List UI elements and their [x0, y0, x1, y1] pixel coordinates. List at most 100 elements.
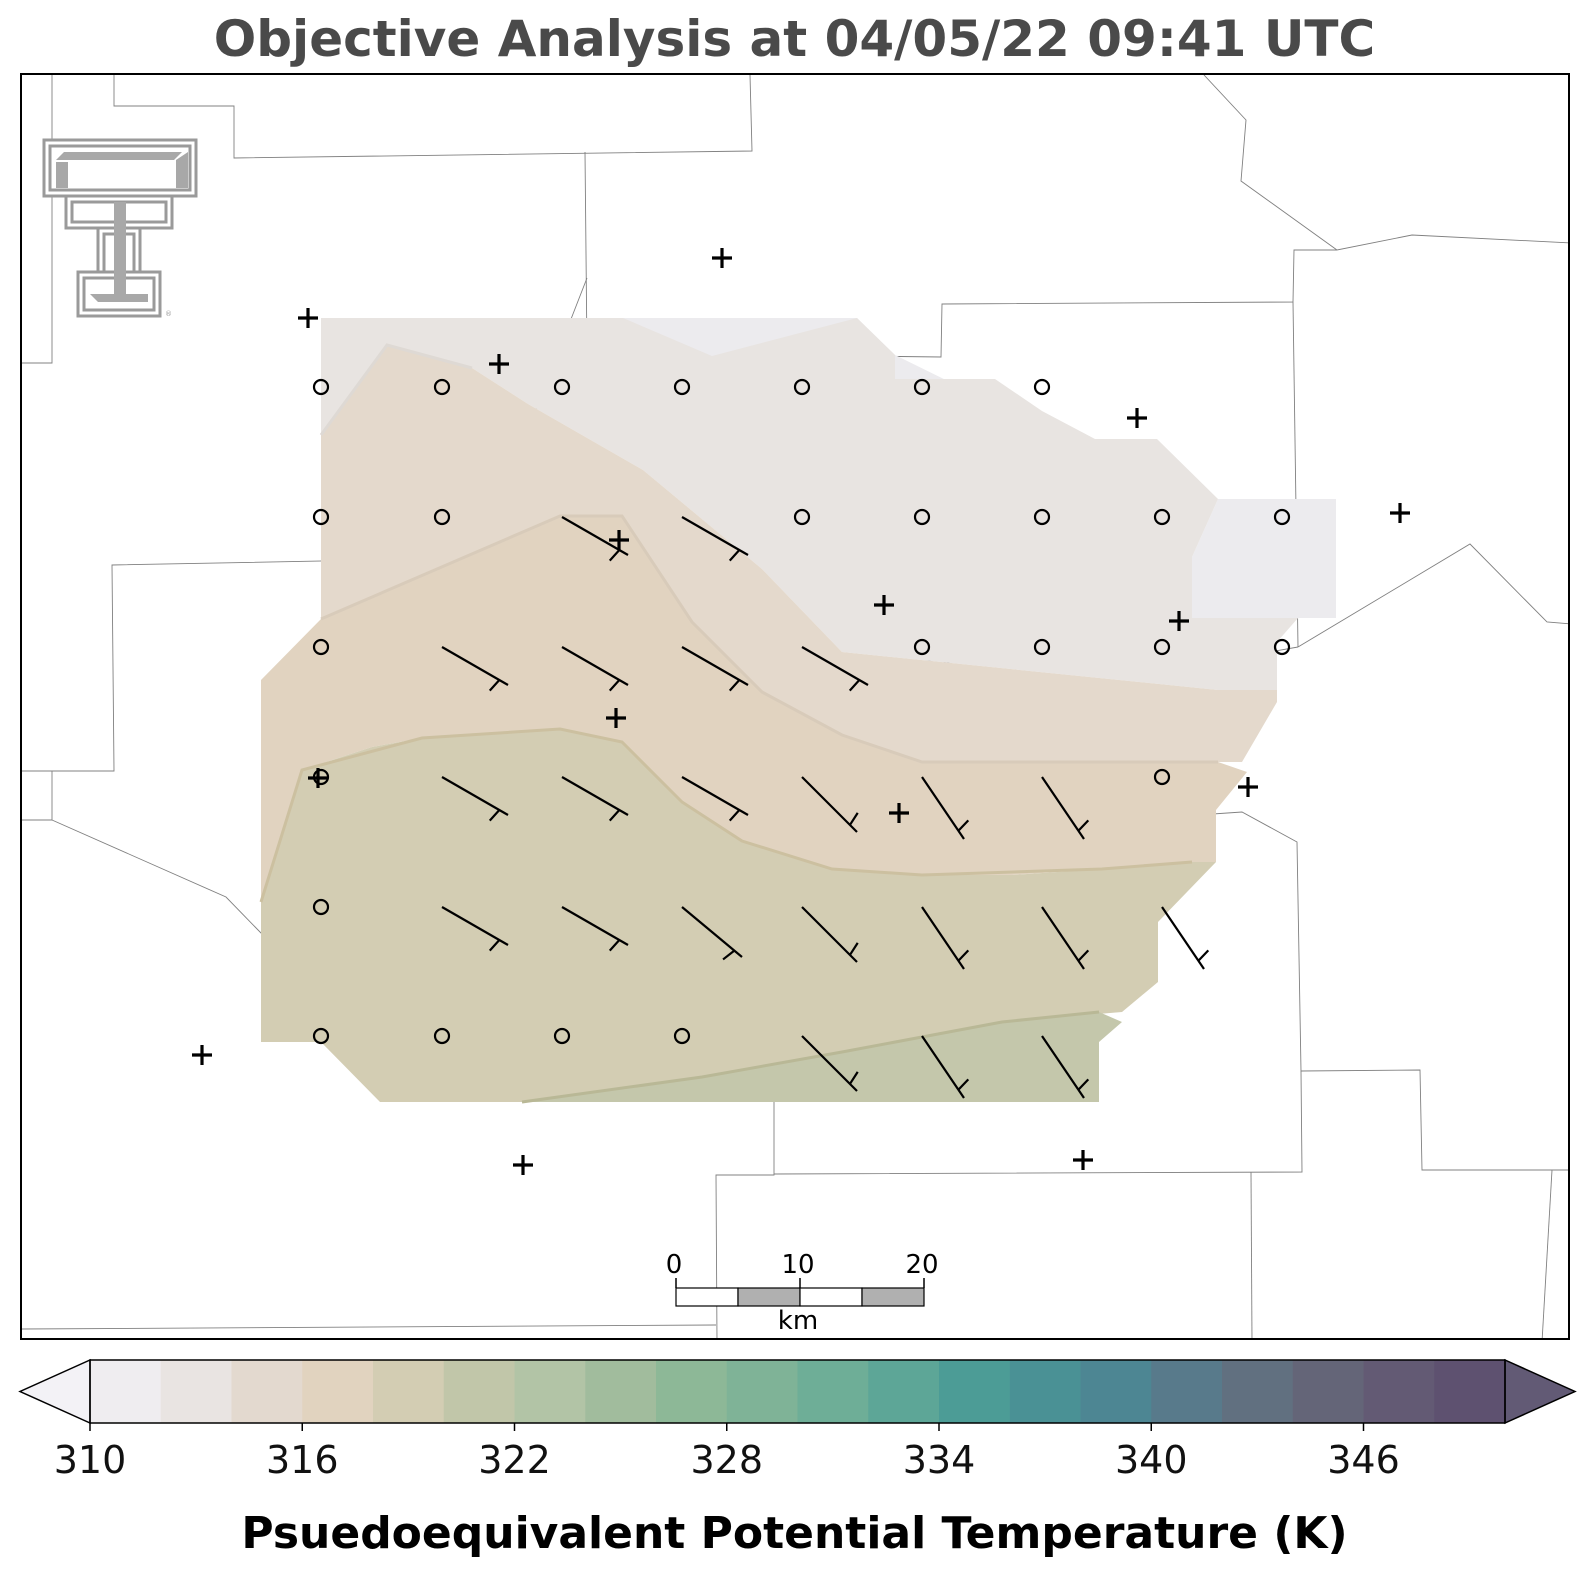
colorbar-cell: [1434, 1360, 1506, 1423]
wind-barb-icon: [1041, 906, 1090, 970]
wind-barb-icon: [561, 776, 629, 822]
calm-circle-icon: [433, 1027, 451, 1045]
colorbar-cell: [1292, 1360, 1364, 1423]
theta-e-contour-fills: [259, 318, 1336, 1104]
wind-barb-icon: [1041, 776, 1090, 840]
colorbar-tick-label: 322: [478, 1438, 551, 1482]
colorbar-cell: [443, 1360, 515, 1423]
calm-circle-icon: [433, 378, 451, 396]
station-plus-icon: [1127, 408, 1147, 428]
wind-barb-icon: [801, 906, 859, 963]
scale-tick-10: 10: [781, 1250, 815, 1280]
colorbar-tickmarks: [89, 1423, 1365, 1431]
station-plus-icon: [606, 708, 626, 728]
colorbar-cell: [90, 1360, 162, 1423]
colorbar-cell: [302, 1360, 374, 1423]
colorbar-cell: [1080, 1360, 1152, 1423]
colorbar-cell: [160, 1360, 232, 1423]
calm-circle-icon: [1033, 508, 1051, 526]
colorbar-tick-label: 340: [1114, 1438, 1188, 1482]
colorbar-cell: [585, 1360, 657, 1423]
colorbar-cell: [939, 1360, 1011, 1423]
colorbar-extend-max: [1504, 1358, 1577, 1425]
wind-barb-icon: [681, 776, 749, 822]
station-plus-icon: [1238, 777, 1258, 797]
calm-circle-icon: [1153, 768, 1171, 786]
colorbar-tick-label: 346: [1327, 1438, 1400, 1482]
station-plus-icon: [1390, 503, 1410, 523]
colorbar-cell: [1151, 1360, 1223, 1423]
calm-circle-icon: [312, 378, 330, 396]
calm-circle-icon: [1033, 638, 1051, 656]
scale-unit: km: [777, 1306, 819, 1336]
map-panel[interactable]: ®: [20, 73, 1570, 1340]
contour-fill-320: [261, 729, 1216, 1102]
calm-circle-icon: [433, 508, 451, 526]
colorbar-cell: [868, 1360, 940, 1423]
colorbar-label: Psuedoequivalent Potential Temperature (…: [241, 1508, 1348, 1559]
calm-circle-icon: [673, 1027, 691, 1045]
chart-title: Objective Analysis at 04/05/22 09:41 UTC: [213, 10, 1376, 68]
contour-fill-314: [321, 318, 1298, 690]
wind-barb-icon: [561, 516, 629, 562]
map-canvas[interactable]: ®: [22, 75, 1570, 1340]
station-plus-icon: [489, 354, 509, 374]
calm-circle-icon: [1273, 638, 1291, 656]
colorbar-cell: [1222, 1360, 1294, 1423]
calm-circle-icon: [553, 1027, 571, 1045]
colorbar-tick-label: 328: [690, 1438, 764, 1482]
colorbar-cell: [656, 1360, 728, 1423]
station-plus-icon: [1073, 1150, 1093, 1170]
calm-circle-icon: [913, 638, 931, 656]
contour-fill-316: [321, 345, 1277, 762]
station-plus-icon: [712, 248, 732, 268]
calm-circle-icon: [793, 508, 811, 526]
wind-barb-icon: [801, 1035, 859, 1092]
scale-tick-0: 0: [665, 1250, 683, 1280]
calm-circle-icon: [913, 508, 931, 526]
station-plus-icon: [298, 308, 318, 328]
wind-barb-icon: [441, 906, 509, 952]
scale-tick-20: 20: [905, 1250, 939, 1280]
wind-barb-icon: [921, 776, 970, 840]
station-plus-icon: [513, 1155, 533, 1175]
colorbar-cell: [1009, 1360, 1081, 1423]
svg-text:®: ®: [165, 310, 172, 318]
station-plus-icon: [889, 803, 909, 823]
station-plus-icon: [192, 1045, 212, 1065]
station-plus-icon: [609, 530, 629, 550]
calm-circle-icon: [312, 898, 330, 916]
station-plus-icon: [1169, 611, 1189, 631]
calm-circle-icon: [312, 508, 330, 526]
calm-circle-icon: [1273, 508, 1291, 526]
scale-bar: [675, 1278, 925, 1307]
wind-barb-icon: [921, 906, 970, 970]
calm-circle-icon: [312, 768, 330, 786]
texas-tech-logo-icon: ®: [42, 138, 198, 318]
station-markers: [192, 248, 1410, 1175]
wind-barb-icon: [441, 776, 509, 822]
wind-barb-icon: [681, 646, 749, 692]
wind-barb-icon: [561, 646, 629, 692]
wind-barb-icon: [681, 516, 749, 562]
wind-barb-icon: [681, 906, 743, 961]
calm-circle-icon: [1153, 638, 1171, 656]
calm-circle-icon: [793, 378, 811, 396]
calm-circle-icon: [312, 1027, 330, 1045]
calm-circle-icon: [1033, 378, 1051, 396]
wind-barb-icon: [921, 1035, 970, 1099]
colorbar-cell: [726, 1360, 798, 1423]
colorbar: [18, 1358, 1577, 1431]
colorbar-extend-min: [18, 1358, 91, 1425]
colorbar-cells: [90, 1360, 1506, 1423]
colorbar-cell: [797, 1360, 869, 1423]
colorbar-cell: [514, 1360, 586, 1423]
contour-fill-318: [261, 516, 1247, 902]
wind-barb-icon: [441, 646, 509, 692]
wind-barb-icon: [801, 646, 869, 692]
calm-circle-icon: [553, 378, 571, 396]
colorbar-tick-label: 316: [265, 1438, 339, 1482]
colorbar-tick-label: 334: [902, 1438, 976, 1482]
wind-barb-icon: [561, 906, 629, 952]
gridded-wind-obs: [312, 378, 1291, 1099]
